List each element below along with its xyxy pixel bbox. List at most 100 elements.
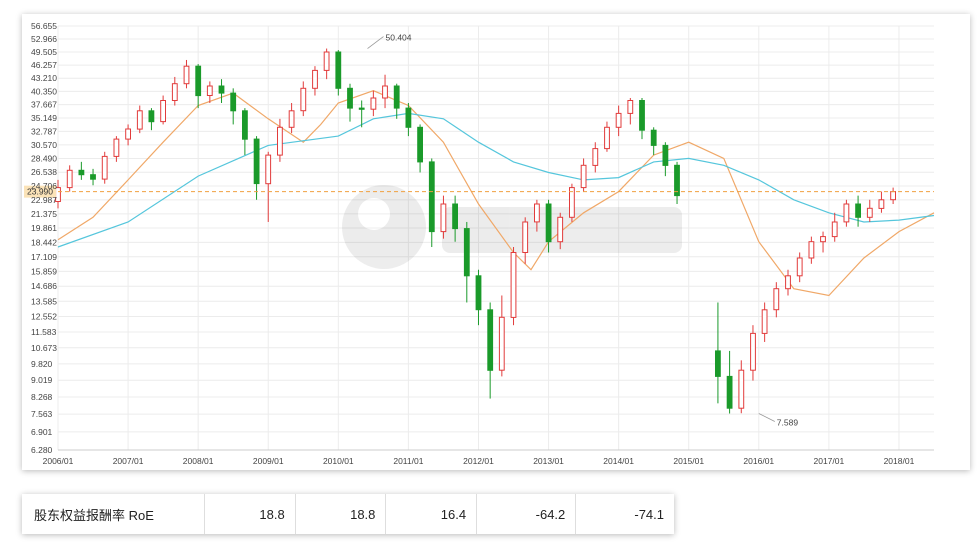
candle <box>534 199 540 232</box>
candle <box>615 105 622 137</box>
candle <box>796 252 803 283</box>
candle-body <box>866 207 873 218</box>
y-tick-label: 13.585 <box>31 296 57 306</box>
candle-body <box>113 138 120 157</box>
candle <box>66 165 73 192</box>
candle-body <box>890 191 897 201</box>
annotation-leader <box>758 413 775 422</box>
candle <box>878 191 885 213</box>
candle-body <box>773 288 780 311</box>
y-tick-label: 17.109 <box>31 252 57 262</box>
candle <box>393 83 400 119</box>
y-tick-label: 14.686 <box>31 281 57 291</box>
candle-body <box>288 110 295 128</box>
y-tick-label: 6.280 <box>31 445 53 455</box>
candle <box>440 195 447 239</box>
x-tick-label: 2016/01 <box>743 456 774 466</box>
y-tick-label: 6.901 <box>31 427 53 437</box>
current-price-badge <box>24 185 56 198</box>
y-tick-label: 52.966 <box>31 34 57 44</box>
candle <box>358 100 365 128</box>
candle-body <box>358 107 365 110</box>
candle-body <box>171 83 178 101</box>
metrics-table-card: 股东权益报酬率 RoE 18.8 18.8 16.4 -64.2 -74.1 <box>22 494 674 534</box>
candle <box>452 195 459 242</box>
candle <box>428 158 435 248</box>
candle <box>183 59 190 89</box>
candle-body <box>580 164 587 189</box>
metric-value: 16.4 <box>385 494 478 534</box>
candle-body <box>195 65 202 97</box>
candle-body <box>148 110 155 123</box>
candle <box>288 102 295 134</box>
candle-body <box>615 112 622 128</box>
candle <box>738 360 745 414</box>
candle <box>382 74 388 109</box>
candle <box>761 302 768 342</box>
candle-body <box>750 332 756 371</box>
candle-body <box>545 203 552 243</box>
y-axis: 56.655 52.966 49.505 46.257 43.210 40.350 37.6… <box>31 21 57 455</box>
y-tick-label: 22.987 <box>31 195 57 205</box>
candle-body <box>498 316 505 371</box>
candle-body <box>831 221 838 238</box>
candle <box>487 302 494 399</box>
x-tick-label: 2014/01 <box>603 456 634 466</box>
candle-body <box>510 252 517 318</box>
moving-average-line <box>57 90 935 297</box>
candle-body <box>604 126 610 150</box>
x-tick-label: 2011/01 <box>393 456 423 466</box>
candle-body <box>66 169 73 189</box>
current-price-layer: 23.990 <box>24 185 934 198</box>
candle <box>808 236 815 264</box>
candle <box>218 79 225 103</box>
candle-body <box>522 221 529 253</box>
x-tick-label: 2006/01 <box>43 456 74 466</box>
candle <box>475 269 482 326</box>
candle <box>160 95 166 125</box>
candle <box>750 325 756 381</box>
candle <box>405 102 412 137</box>
candle <box>463 221 470 303</box>
table-row: 股东权益报酬率 RoE 18.8 18.8 16.4 -64.2 -74.1 <box>22 494 674 534</box>
candle-body <box>347 87 353 109</box>
grid-layer <box>57 25 934 451</box>
candle <box>674 161 680 205</box>
candle <box>580 158 587 192</box>
metric-value: -64.2 <box>476 494 577 534</box>
y-tick-label: 32.787 <box>31 126 57 136</box>
price-chart-card: 23.990 50.404 7.589 56.655 52.966 49.505 46.… <box>22 14 970 470</box>
x-tick-label: 2009/01 <box>253 456 284 466</box>
x-tick-label: 2010/01 <box>323 456 354 466</box>
candle <box>843 199 850 227</box>
y-tick-label: 43.210 <box>31 73 57 83</box>
candle <box>171 76 178 106</box>
y-tick-label: 18.442 <box>31 237 57 247</box>
metric-value: 18.8 <box>295 494 387 534</box>
candle <box>265 151 272 222</box>
candle <box>300 81 307 117</box>
candle <box>545 199 552 253</box>
candle-body <box>78 169 85 176</box>
y-tick-label: 26.538 <box>31 167 57 177</box>
x-tick-label: 2018/01 <box>884 456 915 466</box>
candle-body <box>440 203 447 233</box>
candle-body <box>761 309 768 334</box>
y-tick-label: 28.490 <box>31 154 57 164</box>
candle-body <box>90 174 96 180</box>
candle <box>662 142 669 177</box>
candle-body <box>726 375 733 409</box>
candle-body <box>452 203 459 230</box>
moving-average-layer <box>57 90 935 297</box>
candle <box>417 124 424 173</box>
candle-body <box>417 126 424 163</box>
candle-body <box>592 148 599 166</box>
candle <box>726 350 733 414</box>
candle <box>498 295 505 377</box>
candle-body <box>738 369 745 409</box>
candle <box>90 168 96 186</box>
candle <box>347 83 353 122</box>
candle <box>639 97 645 140</box>
candle <box>773 282 780 318</box>
y-tick-label: 24.706 <box>31 181 57 191</box>
